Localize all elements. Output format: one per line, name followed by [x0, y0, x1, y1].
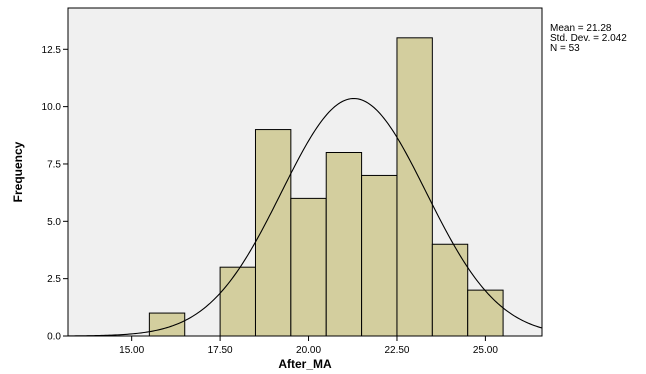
histogram-bar — [467, 289, 504, 337]
y-tick-label: 7.5 — [47, 159, 61, 170]
y-tick-label: 2.5 — [47, 274, 61, 285]
x-axis-title: After_MA — [278, 357, 332, 371]
y-tick-label: 12.5 — [42, 45, 62, 56]
stats-n: N = 53 — [550, 43, 580, 54]
stats-mean: Mean = 21.28 — [550, 23, 612, 34]
stats-box: Mean = 21.28 Std. Dev. = 2.042 N = 53 — [550, 24, 627, 54]
histogram-bar — [431, 243, 469, 337]
normal-curve — [67, 97, 543, 337]
histogram-bar — [361, 174, 398, 337]
y-tick-label: 0.0 — [47, 332, 61, 343]
histogram-bar — [148, 312, 186, 337]
histogram-bar — [290, 197, 327, 337]
histogram-bar — [396, 37, 433, 337]
stats-std-dev: Std. Dev. = 2.042 — [550, 33, 627, 44]
histogram-bar — [219, 266, 256, 337]
plot-frame — [67, 7, 543, 337]
y-axis: 0.0 2.5 5.0 7.5 10.0 12.5 — [42, 45, 68, 343]
x-tick-label: 15.00 — [119, 345, 144, 356]
y-axis-title: Frequency — [11, 141, 25, 202]
x-tick-label: 20.00 — [296, 345, 321, 356]
x-axis: 15.00 17.50 20.00 22.50 25.00 — [119, 336, 498, 356]
x-tick-label: 17.50 — [208, 345, 233, 356]
histogram-bars — [148, 37, 504, 337]
y-tick-label: 10.0 — [42, 102, 62, 113]
x-tick-label: 25.00 — [473, 345, 498, 356]
y-tick-label: 5.0 — [47, 217, 61, 228]
x-tick-label: 22.50 — [384, 345, 409, 356]
histogram-bar — [325, 152, 363, 337]
